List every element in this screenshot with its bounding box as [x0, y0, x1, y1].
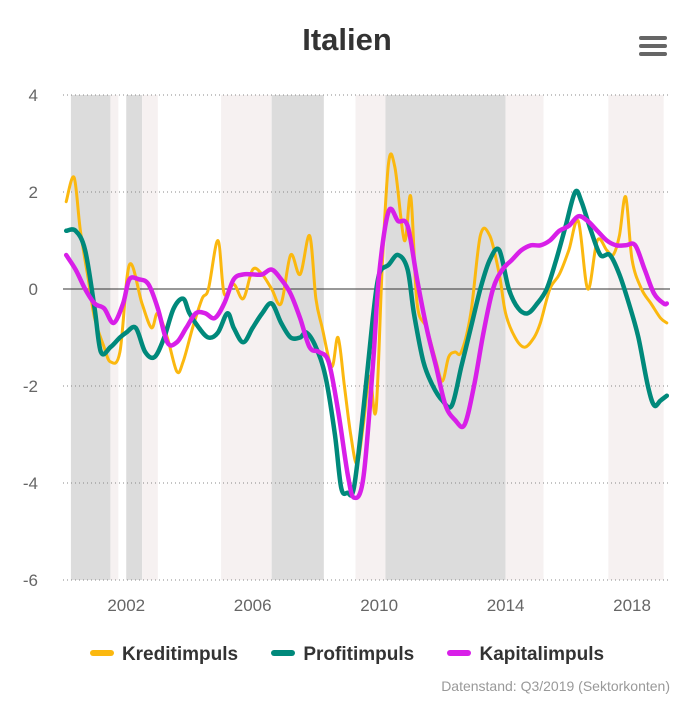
hamburger-menu-icon[interactable] [639, 36, 667, 62]
y-tick-label: 0 [29, 280, 38, 299]
legend-label: Profitimpuls [303, 644, 415, 665]
legend-label: Kapitalimpuls [479, 644, 605, 665]
legend-item-kreditimpuls[interactable]: Kreditimpuls [89, 644, 239, 666]
shaded-period [110, 95, 119, 580]
y-tick-label: -4 [23, 474, 38, 493]
x-tick-label: 2010 [360, 596, 398, 615]
legend-swatch [89, 649, 114, 656]
y-tick-label: 2 [29, 183, 38, 202]
legend-label: Kreditimpuls [121, 644, 239, 665]
series-line-kapitalimpuls [63, 206, 670, 501]
y-axis-ticks: 4 2 0 -2 -4 -6 [23, 86, 38, 590]
data-credit: Datenstand: Q3/2019 (Sektorkonten) [441, 678, 670, 694]
x-tick-label: 2018 [613, 596, 651, 615]
shaded-periods [70, 95, 664, 580]
x-tick-label: 2002 [107, 596, 145, 615]
chart-plot: 4 2 0 -2 -4 -6 2002 2006 2010 2014 2018 [23, 86, 670, 615]
menu-bar [639, 36, 667, 40]
y-tick-label: 4 [29, 86, 38, 105]
shaded-period [385, 95, 506, 580]
legend-item-profitimpuls[interactable]: Profitimpuls [271, 644, 414, 666]
legend-swatch [447, 649, 472, 656]
shaded-period [70, 95, 111, 580]
shaded-period [142, 95, 158, 580]
x-axis-ticks: 2002 2006 2010 2014 2018 [107, 596, 651, 615]
legend-swatch [271, 649, 296, 656]
shaded-period [126, 95, 143, 580]
y-tick-label: -6 [23, 571, 38, 590]
shaded-period [608, 95, 664, 580]
y-tick-label: -2 [23, 377, 38, 396]
series-line-kreditimpuls [64, 152, 669, 466]
x-tick-label: 2014 [487, 596, 525, 615]
chart-title: Italien [302, 22, 392, 57]
series-lines [63, 152, 670, 501]
shaded-period [505, 95, 544, 580]
menu-bar [639, 44, 667, 48]
legend: Kreditimpuls Profitimpuls Kapitalimpuls [0, 644, 694, 666]
legend-item-kapitalimpuls[interactable]: Kapitalimpuls [447, 644, 604, 666]
menu-bar [639, 52, 667, 56]
series-line-profitimpuls [63, 188, 670, 498]
x-tick-label: 2006 [234, 596, 272, 615]
